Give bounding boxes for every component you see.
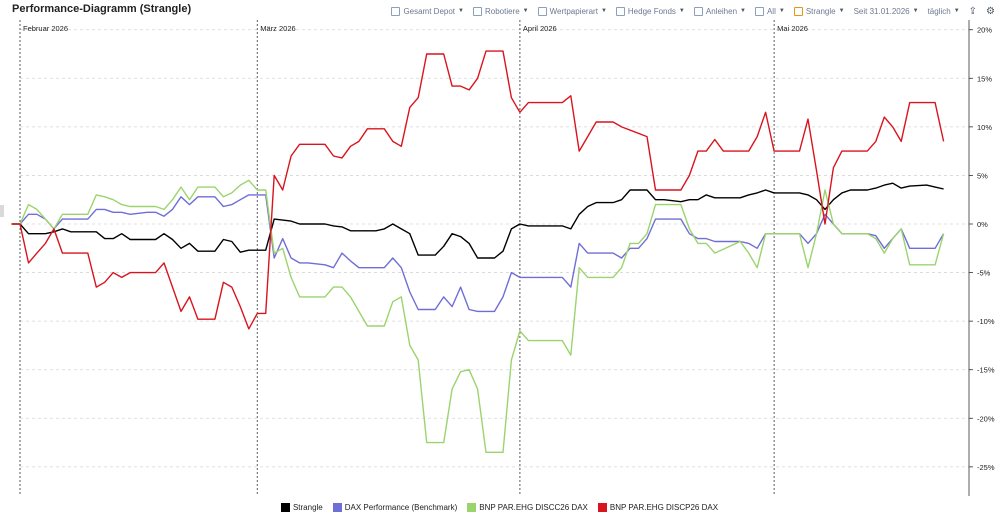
caret-down-icon: ▼ — [838, 8, 845, 14]
caret-down-icon: ▼ — [912, 8, 919, 14]
filter-label: All — [766, 6, 776, 16]
caret-down-icon: ▼ — [740, 8, 746, 14]
y-tick-label: 0% — [977, 220, 988, 229]
month-label: März 2026 — [260, 24, 295, 33]
filter-all[interactable]: All ▼ — [754, 6, 785, 16]
legend-item-discc26[interactable]: BNP PAR.EHG DISCC26 DAX — [467, 503, 588, 512]
y-tick-label: 15% — [977, 74, 992, 83]
filter-hedge-fonds[interactable]: Hedge Fonds ▼ — [615, 6, 685, 16]
filter-wertpapierart[interactable]: Wertpapierart ▼ — [537, 6, 607, 16]
interval-label: täglich — [927, 6, 951, 16]
y-tick-label: 20% — [977, 26, 992, 35]
legend-label: BNP PAR.EHG DISCC26 DAX — [479, 503, 588, 512]
filter-strangle[interactable]: Strangle ▼ — [793, 6, 845, 16]
y-tick-label: 5% — [977, 171, 988, 180]
y-tick-label: 10% — [977, 123, 992, 132]
legend-label: Strangle — [292, 503, 323, 512]
date-range-label: Seit 31.01.2026 — [853, 6, 910, 16]
legend-swatch — [280, 503, 290, 512]
interval-select[interactable]: täglich ▼ — [928, 7, 960, 16]
series-line-0 — [11, 182, 944, 259]
legend-swatch — [467, 503, 477, 512]
y-tick-label: -25% — [977, 463, 995, 472]
y-axis: 20% 15% 10% 5% 0% -5% -10% -15% -20% -25% — [968, 20, 995, 496]
legend-label: BNP PAR.EHG DISCP26 DAX — [609, 503, 719, 512]
filter-label: Robotiere — [484, 6, 520, 16]
month-label: April 2026 — [523, 24, 557, 33]
filter-label: Gesamt Depot — [403, 6, 456, 16]
caret-down-icon: ▼ — [678, 8, 685, 14]
y-tick-label: -10% — [977, 317, 995, 326]
legend-item-dax[interactable]: DAX Performance (Benchmark) — [332, 503, 458, 512]
gear-icon[interactable]: ⚙ — [986, 5, 995, 17]
export-icon[interactable]: ⇪ — [968, 5, 978, 17]
month-label: Mai 2026 — [777, 24, 808, 33]
filter-label: Anleihen — [705, 6, 738, 16]
chart-legend: Strangle DAX Performance (Benchmark) BNP… — [0, 503, 999, 512]
caret-down-icon: ▼ — [522, 8, 529, 14]
month-label: Februar 2026 — [23, 24, 68, 33]
checkbox-icon — [615, 6, 625, 16]
legend-item-strangle[interactable]: Strangle — [280, 503, 323, 512]
filter-anleihen[interactable]: Anleihen ▼ — [693, 6, 746, 16]
month-markers: Februar 2026 März 2026 April 2026 Mai 2026 — [19, 20, 808, 496]
legend-label: DAX Performance (Benchmark) — [344, 503, 458, 512]
filter-label: Strangle — [805, 6, 836, 16]
filter-label: Wertpapierart — [549, 6, 598, 16]
legend-swatch — [597, 503, 607, 512]
performance-chart: Februar 2026 März 2026 April 2026 Mai 2026 … — [11, 20, 995, 496]
y-tick-label: -20% — [977, 414, 995, 423]
filter-gesamt-depot[interactable]: Gesamt Depot ▼ — [391, 6, 464, 16]
filter-robotiere[interactable]: Robotiere ▼ — [472, 6, 529, 16]
chart-toolbar: Gesamt Depot ▼ Robotiere ▼ Wertpapierart… — [391, 4, 995, 18]
date-range-select[interactable]: Seit 31.01.2026 ▼ — [854, 7, 919, 16]
legend-item-discp26[interactable]: BNP PAR.EHG DISCP26 DAX — [597, 503, 719, 512]
side-collapse-handle[interactable] — [0, 205, 4, 217]
checkbox-icon — [391, 6, 401, 16]
legend-swatch — [332, 503, 342, 512]
checkbox-icon — [537, 6, 547, 16]
checkbox-icon — [754, 6, 764, 16]
checkbox-icon — [472, 6, 482, 16]
y-tick-label: -5% — [977, 269, 991, 278]
caret-down-icon: ▼ — [778, 8, 785, 14]
checkbox-icon — [693, 6, 703, 16]
checkbox-icon — [793, 6, 803, 16]
series-line-2 — [11, 179, 945, 453]
series-layer — [11, 50, 945, 453]
filter-label: Hedge Fonds — [627, 6, 676, 16]
grid-layer — [20, 29, 969, 468]
caret-down-icon: ▼ — [458, 8, 464, 14]
y-tick-label: -15% — [977, 366, 995, 375]
page-title: Performance-Diagramm (Strangle) — [12, 3, 192, 15]
series-line-3 — [11, 50, 945, 330]
caret-down-icon: ▼ — [600, 8, 607, 14]
caret-down-icon: ▼ — [953, 8, 960, 14]
